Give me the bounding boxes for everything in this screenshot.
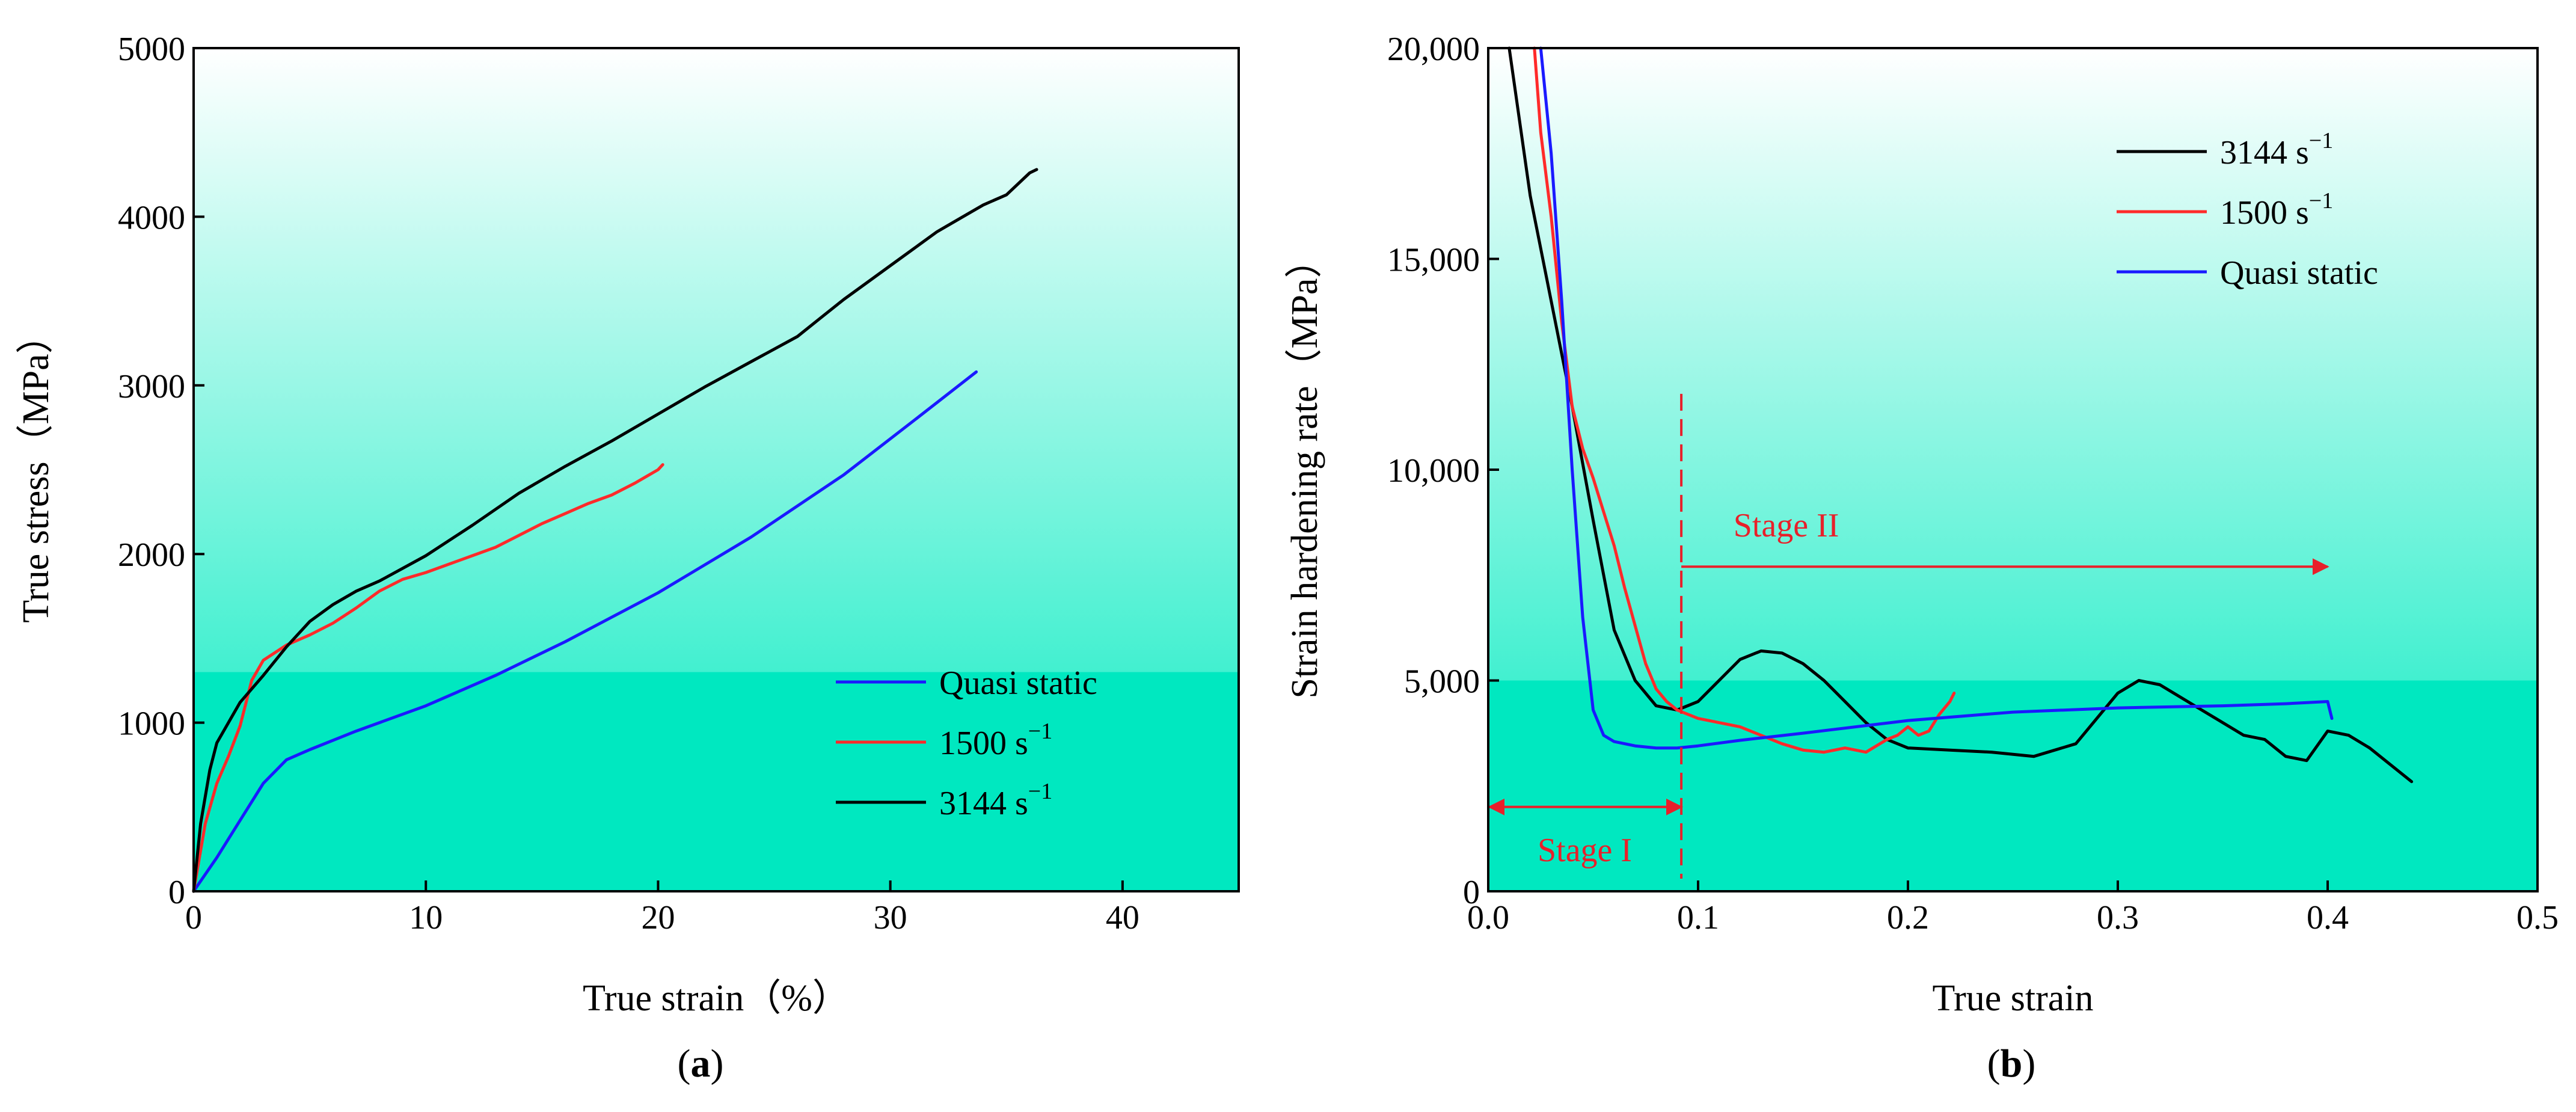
x-tick-label: 20 — [641, 899, 675, 936]
series-line-a-0 — [192, 370, 978, 893]
x-tick-label: 0.0 — [1467, 899, 1509, 936]
y-tick-label: 5,000 — [1404, 663, 1480, 701]
x-tick-label: 0.5 — [2516, 899, 2559, 936]
x-tick-label: 0.3 — [2097, 899, 2139, 936]
plot-frame — [192, 47, 1240, 892]
series-line-a-2 — [192, 168, 1038, 893]
stage2-label: Stage II — [1734, 507, 1839, 544]
legend-label: 1500 s−1 — [939, 719, 1052, 762]
y-tick-label: 10,000 — [1387, 452, 1480, 490]
y-axis-label: Strain hardening rate（MPa） — [1284, 241, 1325, 698]
legend-label: Quasi static — [939, 665, 1097, 702]
y-tick-label: 3000 — [118, 368, 185, 405]
stress-strain-chart: 0 10 20 30 40 0 1000 2000 3000 4000 5000 True strai… — [16, 31, 1240, 1019]
y-tick-label: 1000 — [118, 705, 185, 743]
y-tick-label: 4000 — [118, 199, 185, 236]
stage1-label: Stage I — [1538, 832, 1632, 869]
x-axis-label: True strain — [1932, 978, 2093, 1019]
legend: Quasi static 1500 s−1 3144 s−1 — [836, 665, 1097, 822]
y-tick-label: 0 — [168, 874, 185, 911]
legend-label: 3144 s−1 — [2220, 128, 2333, 171]
y-axis-label: True stress（MPa） — [16, 316, 57, 622]
legend: 3144 s−1 1500 s−1 Quasi static — [2117, 128, 2378, 292]
x-tick-label: 30 — [874, 899, 907, 936]
x-tick-label: 0.4 — [2307, 899, 2349, 936]
y-tick-label: 20,000 — [1387, 31, 1480, 68]
legend-label: Quasi static — [2220, 254, 2378, 292]
y-tick-label: 2000 — [118, 536, 185, 574]
series-line-a-1 — [192, 463, 664, 893]
y-tick-label: 15,000 — [1387, 242, 1480, 279]
plot-background — [1488, 48, 2538, 681]
plot-background-band — [194, 672, 1239, 891]
x-axis-label: True strain（%） — [583, 978, 850, 1019]
hardening-rate-chart: Stage I Stage II 0.0 0.1 0.2 0.3 0.4 0.5 0 5,000 1… — [1284, 31, 2559, 1019]
series-line-b-1 — [1533, 46, 1956, 754]
series-line-b-2 — [1539, 46, 2334, 750]
y-tick-label: 5000 — [118, 31, 185, 68]
y-tick-label: 0 — [1463, 874, 1480, 911]
plot-background — [194, 48, 1239, 672]
panel-label-a: (a) — [678, 1042, 724, 1086]
legend-label: 1500 s−1 — [2220, 188, 2333, 232]
x-tick-label: 0 — [185, 899, 202, 936]
panel-label-b: (b) — [1987, 1042, 2036, 1086]
plot-background-band — [1488, 680, 2538, 891]
x-tick-label: 10 — [409, 899, 443, 936]
x-tick-label: 40 — [1106, 899, 1139, 936]
x-tick-label: 0.2 — [1887, 899, 1929, 936]
legend-label: 3144 s−1 — [939, 779, 1052, 822]
x-tick-label: 0.1 — [1677, 899, 1719, 936]
